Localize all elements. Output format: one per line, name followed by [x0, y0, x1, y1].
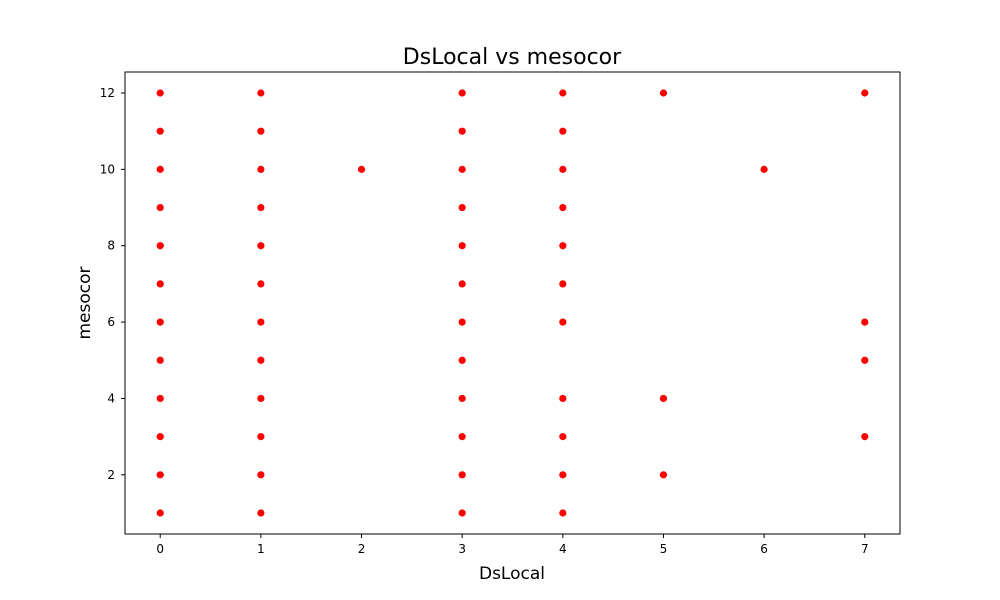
data-point	[760, 165, 768, 173]
data-point	[559, 242, 567, 250]
data-point	[257, 318, 265, 326]
data-point	[659, 394, 668, 403]
data-point	[458, 127, 466, 135]
data-point	[559, 318, 567, 326]
data-point	[156, 433, 164, 441]
data-point	[458, 509, 466, 517]
data-point	[156, 203, 164, 212]
data-point	[458, 318, 466, 326]
y-tick-label: 10	[100, 162, 115, 176]
x-axis-ticks: 0 1 2 3 4 5 6 7	[156, 534, 869, 556]
x-tick-label: 4	[559, 542, 567, 556]
data-point	[257, 89, 265, 97]
data-point	[559, 89, 567, 97]
data-point	[257, 356, 265, 364]
data-point	[861, 433, 869, 441]
data-point	[156, 165, 164, 173]
x-tick-label: 5	[660, 542, 668, 556]
x-tick-label: 7	[861, 542, 869, 556]
y-tick-label: 6	[107, 315, 115, 329]
data-point	[458, 280, 466, 288]
data-point	[458, 242, 466, 250]
data-point	[156, 509, 164, 517]
data-point	[458, 471, 466, 479]
x-tick-label: 1	[257, 542, 265, 556]
data-point	[559, 165, 567, 173]
data-point	[156, 280, 164, 288]
data-point	[156, 471, 164, 479]
data-point	[156, 89, 164, 97]
points-layer	[156, 89, 869, 517]
x-tick-label: 3	[458, 542, 466, 556]
data-point	[659, 471, 668, 479]
data-point	[559, 509, 567, 517]
data-point	[559, 394, 567, 403]
data-point	[458, 89, 466, 97]
data-point	[458, 356, 466, 364]
x-tick-label: 6	[760, 542, 768, 556]
data-point	[257, 203, 265, 212]
data-point	[156, 394, 164, 403]
data-point	[257, 394, 265, 403]
chart-title: DsLocal vs mesocor	[403, 45, 622, 70]
plot-frame	[124, 71, 901, 535]
x-axis-label: DsLocal	[479, 564, 545, 584]
data-point	[559, 203, 567, 212]
x-tick-label: 2	[358, 542, 366, 556]
data-point	[861, 89, 869, 97]
y-axis-label: mesocor	[75, 266, 95, 339]
x-tick-label: 0	[156, 542, 164, 556]
y-tick-label: 4	[107, 391, 115, 405]
data-point	[156, 242, 164, 250]
data-point	[659, 89, 668, 97]
data-point	[257, 471, 265, 479]
data-point	[156, 356, 164, 364]
data-point	[861, 318, 869, 326]
y-tick-label: 2	[107, 468, 115, 482]
data-point	[861, 356, 869, 364]
data-point	[357, 165, 366, 173]
data-point	[257, 165, 265, 173]
data-point	[559, 127, 567, 135]
data-point	[458, 165, 466, 173]
data-point	[458, 433, 466, 441]
data-point	[156, 318, 164, 326]
y-tick-label: 12	[100, 86, 115, 100]
data-point	[458, 394, 466, 403]
y-tick-label: 8	[107, 239, 115, 253]
data-point	[257, 433, 265, 441]
plot-area	[125, 72, 900, 534]
data-point	[257, 242, 265, 250]
data-point	[559, 471, 567, 479]
data-point	[257, 509, 265, 517]
data-point	[559, 433, 567, 441]
data-point	[257, 127, 265, 135]
data-point	[257, 280, 265, 288]
data-point	[559, 280, 567, 288]
data-point	[156, 127, 164, 135]
data-point	[458, 203, 466, 212]
y-axis-ticks: 2 4 6 8 10 12	[100, 86, 125, 482]
